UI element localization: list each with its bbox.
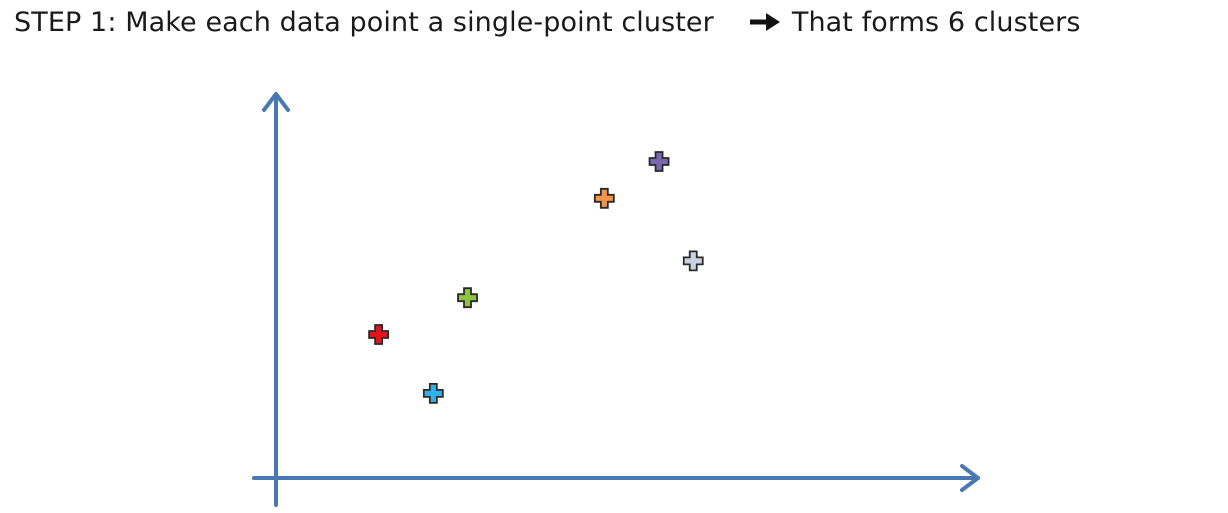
x-axis (252, 464, 980, 492)
data-points (368, 151, 704, 404)
y-axis (262, 92, 290, 507)
data-point-1 (368, 324, 389, 345)
data-point-2 (422, 382, 444, 404)
data-point-6 (682, 250, 704, 272)
x-axis-arrowhead (960, 464, 980, 492)
step-separator: : (107, 6, 117, 38)
step-label: STEP 1 (14, 6, 108, 38)
data-point-5 (648, 151, 670, 172)
step-instruction: Make each data point a single-point clus… (125, 6, 714, 38)
slide-heading: STEP 1: Make each data point a single-po… (14, 2, 1081, 42)
data-point-3 (457, 287, 478, 309)
data-point-4 (593, 187, 615, 209)
y-axis-arrowhead (262, 92, 290, 112)
right-arrow-icon (749, 13, 780, 31)
step-result: That forms 6 clusters (791, 6, 1081, 38)
